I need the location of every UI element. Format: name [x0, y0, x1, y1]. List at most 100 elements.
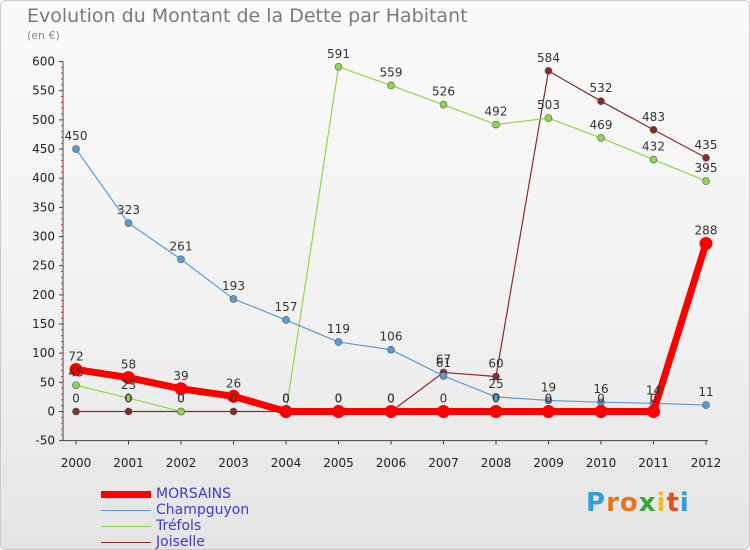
data-point	[492, 120, 500, 129]
data-point	[544, 114, 553, 122]
legend-label-joiselle: Joiselle	[156, 534, 205, 550]
y-tick-label: 150	[32, 317, 55, 331]
data-point	[597, 134, 605, 142]
data-label: 261	[170, 239, 193, 253]
legend-item-trefols: Tréfols	[101, 518, 321, 535]
legend-swatch-champguyon	[101, 510, 151, 511]
data-point	[702, 177, 710, 185]
data-point	[542, 405, 555, 418]
x-tick-label: 2007	[428, 456, 459, 470]
data-point	[177, 407, 185, 416]
logo-letter: o	[619, 488, 639, 518]
data-point	[334, 338, 343, 346]
data-label: 72	[68, 350, 83, 364]
x-tick-label: 2006	[376, 456, 407, 470]
data-point	[124, 394, 133, 402]
y-tick-label: 0	[47, 405, 55, 419]
y-tick-label: 300	[32, 230, 55, 244]
data-label: 0	[72, 392, 80, 406]
data-point	[649, 155, 658, 164]
data-label: 0	[597, 392, 605, 406]
data-label: 45	[68, 365, 83, 379]
legend-swatch-joiselle	[101, 542, 151, 543]
legend-item-joiselle: Joiselle	[101, 534, 321, 550]
data-point	[122, 371, 135, 385]
data-label: 0	[335, 392, 343, 406]
data-label: 0	[177, 392, 185, 406]
data-label: 469	[590, 118, 613, 132]
proxiti-logo: Proxiti	[586, 488, 690, 518]
data-point	[384, 405, 398, 418]
data-label: 432	[642, 140, 665, 154]
data-point	[332, 405, 345, 418]
data-label: 0	[387, 392, 395, 406]
x-tick-label: 2004	[271, 456, 302, 470]
y-tick-label: 400	[32, 171, 55, 185]
data-point	[702, 153, 710, 162]
data-label: 0	[282, 392, 290, 406]
y-tick-label: -50	[35, 434, 55, 448]
data-point	[72, 407, 80, 416]
data-point	[124, 407, 133, 416]
logo-letter: i	[679, 488, 690, 518]
legend-label-champguyon: Champguyon	[156, 502, 250, 518]
data-point	[229, 295, 238, 303]
data-point	[544, 67, 553, 75]
logo-letter: i	[656, 488, 667, 518]
chart-subtitle: (en €)	[27, 29, 60, 42]
data-point	[699, 237, 713, 251]
data-label: 11	[698, 385, 713, 399]
logo-letter: x	[638, 488, 657, 518]
logo-letter: P	[586, 488, 607, 518]
data-label: 0	[282, 392, 290, 406]
data-point	[282, 316, 290, 324]
data-label: 0	[545, 392, 553, 406]
data-point	[229, 407, 238, 416]
data-label: 395	[695, 161, 718, 175]
y-tick-label: 500	[32, 113, 55, 127]
data-point	[177, 255, 185, 264]
data-point	[69, 363, 83, 377]
legend: MORSAINS Champguyon Tréfols Joiselle	[101, 486, 321, 550]
x-tick-label: 2009	[533, 456, 564, 470]
x-tick-label: 2003	[218, 456, 249, 470]
data-point	[439, 100, 448, 109]
data-label: 0	[440, 392, 448, 406]
x-tick-label: 2011	[638, 456, 669, 470]
data-label: 492	[485, 105, 508, 119]
data-point	[439, 372, 448, 380]
x-tick-label: 2005	[323, 456, 354, 470]
data-point	[544, 396, 553, 405]
series-line-champguyon	[75, 148, 707, 406]
y-tick-label: 200	[32, 288, 55, 302]
data-label: 14	[646, 383, 661, 397]
data-point	[387, 345, 395, 354]
data-point	[279, 405, 293, 418]
data-point	[124, 219, 133, 227]
y-tick-label: 100	[32, 346, 55, 360]
chart-title: Evolution du Montant de la Dette par Hab…	[27, 5, 468, 27]
legend-swatch-trefols	[101, 526, 151, 527]
data-label: 450	[65, 129, 88, 143]
data-point	[649, 125, 658, 134]
data-label: 119	[327, 322, 350, 336]
x-tick-label: 2012	[691, 456, 722, 470]
data-label: 67	[436, 352, 451, 366]
data-point	[489, 405, 503, 418]
data-label: 435	[695, 138, 718, 152]
logo-letter: r	[606, 488, 620, 518]
data-point	[492, 372, 500, 381]
data-label: 532	[590, 81, 613, 95]
data-label: 584	[537, 51, 560, 65]
data-label: 591	[327, 47, 350, 61]
data-point	[492, 393, 500, 401]
data-label: 0	[335, 392, 343, 406]
data-label: 0	[282, 392, 290, 406]
data-point	[72, 381, 80, 390]
y-tick-label: 250	[32, 259, 55, 273]
x-tick-label: 2002	[166, 456, 197, 470]
legend-item-champguyon: Champguyon	[101, 502, 321, 519]
x-tick-label: 2000	[61, 456, 92, 470]
